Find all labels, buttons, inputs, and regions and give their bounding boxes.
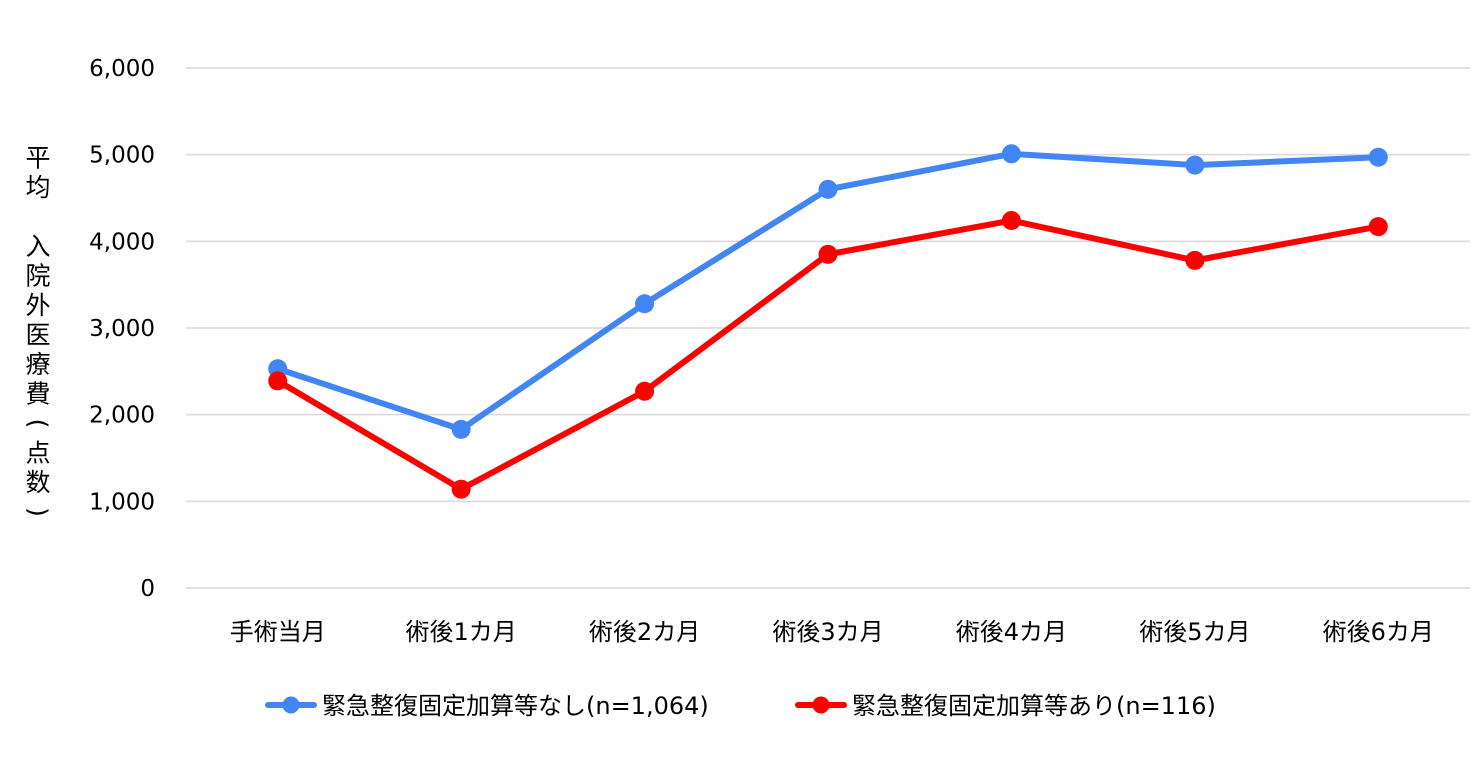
legend-swatch-marker (282, 696, 300, 714)
data-point (1001, 144, 1021, 164)
legend: 緊急整復固定加算等なし(n=1,064) 緊急整復固定加算等あり(n=116) (265, 692, 1216, 720)
series-1 (268, 144, 1388, 439)
y-axis-label-char: 外 (25, 291, 50, 320)
y-axis-label-char: 院 (25, 262, 50, 291)
x-category-label: 術後5カ月 (1139, 618, 1250, 646)
x-category-label: 術後2カ月 (589, 618, 700, 646)
data-point (1368, 217, 1388, 237)
y-axis-label-char: 平 (25, 144, 50, 173)
y-axis-label-char: ( (24, 419, 53, 429)
data-point (635, 294, 655, 314)
data-point (268, 371, 288, 391)
data-point (635, 381, 655, 401)
data-point (1185, 250, 1205, 270)
data-point (451, 479, 471, 499)
y-axis-label-char: 入 (25, 232, 50, 261)
x-category-label: 手術当月 (230, 618, 326, 646)
data-point (818, 244, 838, 264)
y-axis-label-char: 均 (25, 173, 50, 202)
x-category-label: 術後6カ月 (1323, 618, 1434, 646)
x-category-label: 術後4カ月 (956, 618, 1067, 646)
x-axis-categories: 手術当月 術後1カ月 術後2カ月 術後3カ月 術後4カ月 術後5カ月 術後6カ月 (230, 618, 1434, 646)
data-point (1001, 211, 1021, 231)
y-axis-label-char: 費 (25, 380, 50, 409)
legend-label: 緊急整復固定加算等あり(n=116) (852, 692, 1216, 720)
y-tick-label: 2,000 (89, 403, 155, 429)
y-axis-label-char: 数 (25, 468, 50, 497)
series-2 (268, 211, 1388, 499)
y-axis-label-char: ) (24, 507, 53, 517)
legend-label: 緊急整復固定加算等なし(n=1,064) (322, 692, 709, 720)
y-tick-label: 1,000 (89, 489, 155, 515)
y-axis-label-char: 医 (25, 321, 50, 350)
y-tick-label: 0 (140, 576, 155, 602)
series-lines (268, 144, 1388, 499)
data-point (1368, 147, 1388, 167)
data-point (451, 419, 471, 439)
legend-entry: 緊急整復固定加算等あり(n=116) (795, 692, 1216, 720)
y-axis-ticks: 0 1,000 2,000 3,000 4,000 5,000 6,000 (89, 56, 155, 602)
y-tick-label: 3,000 (89, 316, 155, 342)
x-category-label: 術後1カ月 (406, 618, 517, 646)
y-tick-label: 5,000 (89, 143, 155, 169)
x-category-label: 術後3カ月 (772, 618, 883, 646)
data-point (818, 179, 838, 199)
legend-swatch-marker (812, 696, 830, 714)
legend-entry: 緊急整復固定加算等なし(n=1,064) (265, 692, 709, 720)
y-tick-label: 6,000 (89, 56, 155, 82)
gridlines (186, 67, 1470, 589)
y-axis-label-char: 療 (25, 350, 50, 379)
y-axis-label-char: 点 (25, 439, 50, 468)
data-point (1185, 155, 1205, 175)
y-tick-label: 4,000 (89, 229, 155, 255)
